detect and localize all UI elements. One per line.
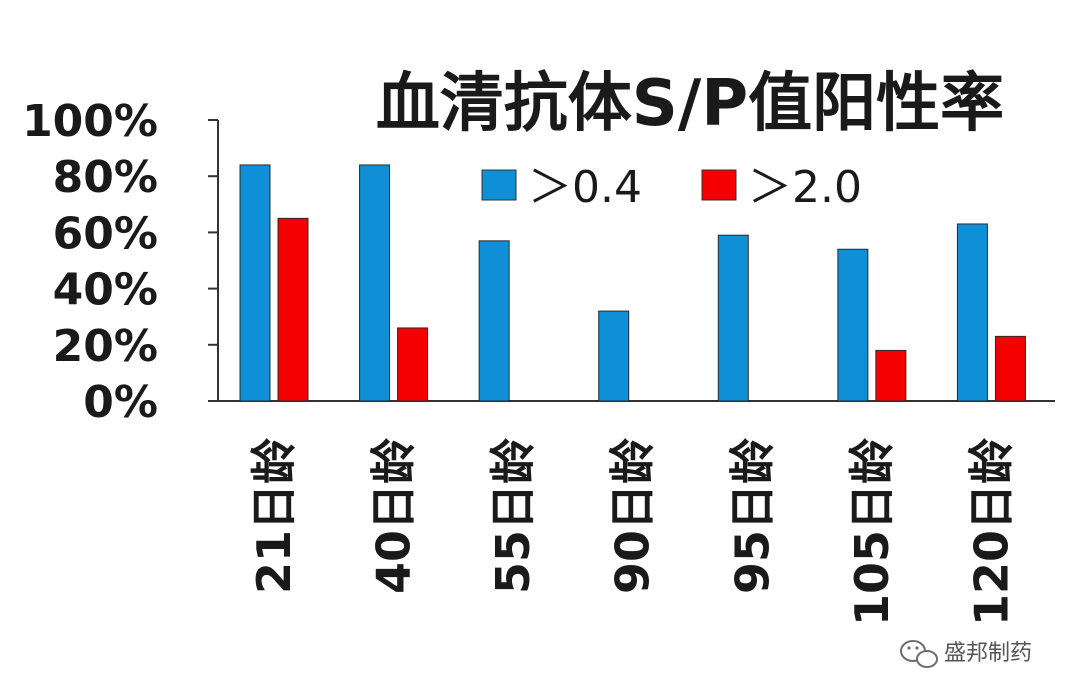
x-tick-label: 21日龄 — [247, 438, 301, 594]
x-tick-label: 95日龄 — [725, 438, 779, 594]
x-tick-label: 105日龄 — [845, 438, 899, 626]
bar-series-2-7 — [994, 335, 1026, 402]
y-tick-label: 60% — [53, 208, 158, 259]
bar-series-1-6 — [837, 248, 869, 402]
legend-swatch-series-1 — [481, 169, 517, 201]
y-tick-label: 40% — [53, 265, 158, 316]
bar-series-2-1 — [277, 217, 309, 402]
y-tick-label: 0% — [83, 377, 158, 428]
x-tick-label: 120日龄 — [964, 438, 1018, 626]
bar-series-1-1 — [239, 164, 271, 402]
bar-series-2-6 — [875, 349, 907, 402]
bar-series-1-4 — [598, 310, 630, 402]
bar-series-1-5 — [717, 234, 749, 402]
legend-swatch-series-2 — [701, 169, 737, 201]
y-tick-label: 100% — [22, 96, 158, 147]
legend-label-series-1: ＞0.4 — [528, 162, 642, 213]
x-tick-label: 55日龄 — [486, 438, 540, 594]
bars — [239, 164, 1026, 402]
x-tick-label: 40日龄 — [367, 438, 421, 594]
y-tick-label: 80% — [53, 152, 158, 203]
chart-title: 血清抗体S/P值阳性率 — [376, 67, 1004, 141]
bar-series-2-2 — [397, 327, 429, 402]
bar-series-1-3 — [478, 240, 510, 402]
watermark-text: 盛邦制药 — [944, 641, 1032, 666]
legend: ＞0.4 ＞2.0 — [481, 162, 862, 213]
wechat-icon — [900, 640, 938, 668]
y-axis: 0%20%40% 60%80%100% — [22, 96, 219, 428]
y-tick-label: 20% — [53, 321, 158, 372]
legend-label-series-2: ＞2.0 — [748, 162, 862, 213]
x-axis: 21日龄 40日龄 55日龄 90日龄 95日龄 105日龄 120日龄 — [218, 400, 1055, 626]
bar-series-1-7 — [956, 223, 988, 402]
bar-series-1-2 — [359, 164, 391, 402]
x-tick-label: 90日龄 — [606, 438, 660, 594]
watermark: 盛邦制药 — [900, 640, 1032, 668]
